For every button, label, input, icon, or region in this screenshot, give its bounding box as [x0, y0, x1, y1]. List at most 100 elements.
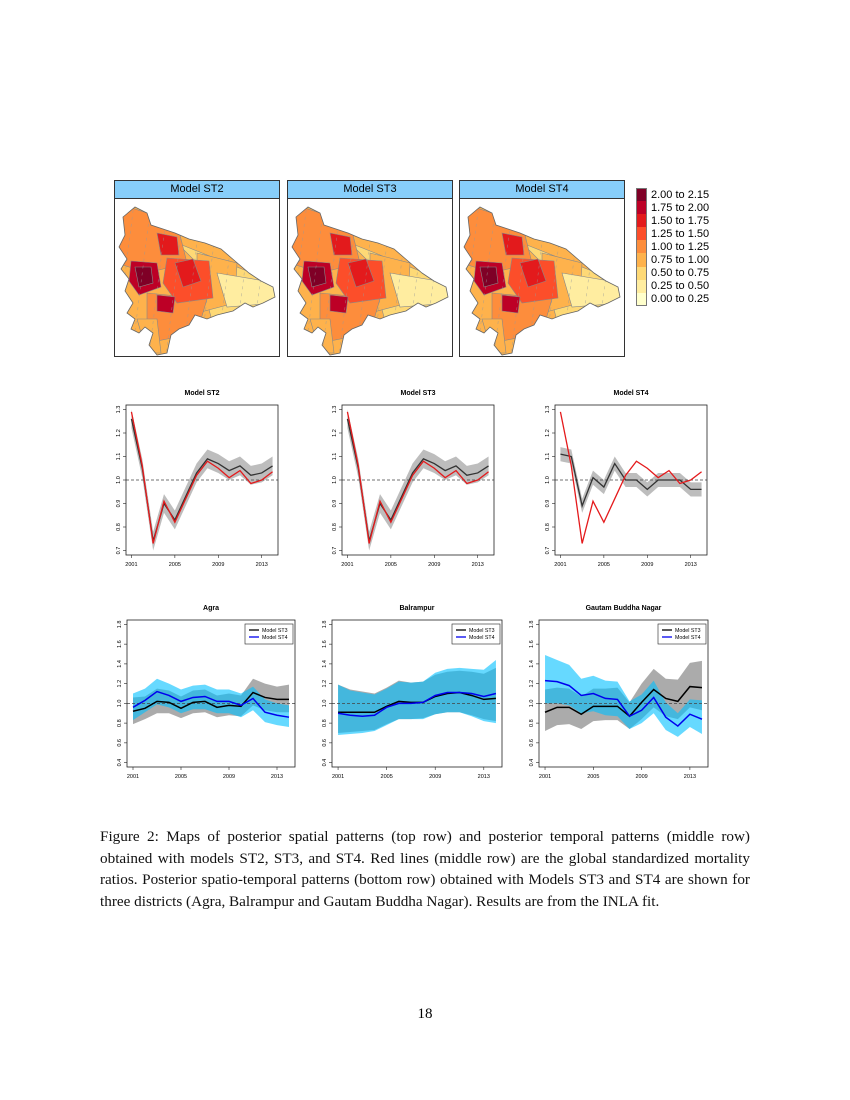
district: [156, 232, 180, 256]
district: [329, 294, 349, 314]
confidence-band: [133, 678, 289, 728]
map-panel-st2: Model ST2: [114, 180, 280, 357]
y-tick-label: 1.8: [117, 621, 123, 629]
y-tick-label: 0.8: [117, 719, 123, 727]
legend-label: Model ST4: [262, 635, 288, 641]
legend-item: 1.50 to 1.75: [636, 214, 710, 228]
district: [389, 272, 448, 308]
y-tick-label: 1.6: [117, 640, 123, 648]
y-tick-label: 0.9: [116, 500, 122, 508]
y-tick-label: 1.2: [116, 429, 122, 437]
y-tick-label: 1.0: [545, 476, 551, 484]
district: [501, 294, 521, 314]
legend-swatch: [636, 292, 647, 306]
choropleth-map: [288, 203, 449, 357]
y-tick-label: 1.8: [322, 621, 328, 629]
district: [216, 272, 275, 308]
legend-label: 0.25 to 0.50: [651, 280, 710, 293]
y-tick-label: 1.3: [332, 406, 338, 414]
map-title: Model ST3: [288, 181, 452, 199]
legend-item: 0.25 to 0.50: [636, 279, 710, 293]
x-tick-label: 2001: [332, 774, 344, 780]
y-tick-label: 0.7: [332, 547, 338, 555]
y-tick-label: 0.8: [529, 719, 535, 727]
y-tick-label: 1.0: [332, 476, 338, 484]
chart-legend: [244, 623, 294, 645]
chart-st2: Model ST2 2001 2005 2009 2013 0.7 0.8 0.9 1.0 1.1…: [116, 390, 279, 568]
legend-label: Model ST3: [675, 628, 701, 634]
legend-label: 1.00 to 1.25: [651, 240, 710, 253]
chart-st4: Model ST4 2001 2005 2009 2013 0.7 0.8 0.9 1.0 1.1…: [545, 390, 708, 568]
series-line: [337, 691, 497, 717]
chart-title: Model ST4: [613, 390, 648, 397]
series-line: [130, 411, 273, 544]
series-line: [132, 690, 290, 718]
y-tick-label: 0.6: [322, 739, 328, 747]
x-tick-label: 2001: [127, 774, 139, 780]
series-line: [132, 691, 289, 712]
legend-label: 0.00 to 0.25: [651, 293, 710, 306]
y-tick-label: 1.6: [529, 640, 535, 648]
map-panel-st4: Model ST4: [459, 180, 625, 357]
map-group: [288, 203, 449, 357]
y-tick-label: 1.0: [322, 700, 328, 708]
figure-caption: Figure 2: Maps of posterior spatial patt…: [100, 828, 750, 910]
state-border: [463, 206, 621, 356]
y-tick-label: 1.0: [529, 700, 535, 708]
y-tick-label: 1.3: [545, 406, 551, 414]
plot-frame: [126, 619, 296, 768]
x-tick-label: 2005: [175, 774, 187, 780]
series-line: [559, 411, 702, 544]
y-tick-label: 1.3: [116, 406, 122, 414]
chart-legend: [451, 623, 501, 645]
x-tick-label: 2013: [271, 774, 283, 780]
district: [136, 318, 162, 354]
y-tick-label: 0.9: [545, 500, 551, 508]
district: [561, 272, 620, 308]
y-tick-label: 1.1: [332, 453, 338, 461]
legend-swatch: [636, 279, 647, 293]
x-tick-label: 2009: [641, 562, 653, 568]
x-tick-label: 2005: [169, 562, 181, 568]
district-border: [115, 203, 117, 357]
chart-title: Model ST3: [400, 390, 435, 397]
x-tick-label: 2009: [223, 774, 235, 780]
district-border: [288, 203, 290, 357]
legend-item: 1.75 to 2.00: [636, 201, 709, 215]
x-tick-label: 2001: [554, 562, 566, 568]
chart-title: Model ST2: [184, 390, 219, 397]
legend-swatch: [636, 253, 647, 267]
series-line: [560, 453, 702, 509]
y-tick-label: 1.1: [116, 453, 122, 461]
legend-label: 2.00 to 2.15: [651, 188, 710, 201]
y-tick-label: 1.0: [117, 700, 123, 708]
district-border: [509, 207, 531, 355]
y-tick-label: 1.2: [322, 680, 328, 688]
y-tick-label: 0.9: [332, 500, 338, 508]
legend-label: 1.50 to 1.75: [651, 214, 710, 227]
legend-item: 0.75 to 1.00: [636, 253, 709, 267]
x-tick-label: 2013: [685, 562, 697, 568]
map-title: Model ST4: [460, 181, 624, 199]
legend-label: Model ST4: [469, 635, 495, 641]
x-tick-label: 2009: [428, 562, 440, 568]
chart-title: Agra: [203, 605, 219, 612]
map-panel-st3: Model ST3: [287, 180, 453, 357]
legend-item: 1.00 to 1.25: [636, 240, 710, 254]
state-border: [118, 206, 276, 356]
y-tick-label: 1.2: [332, 429, 338, 437]
district-fills: [115, 203, 275, 357]
x-tick-label: 2013: [472, 562, 484, 568]
district: [329, 232, 353, 256]
y-tick-label: 0.4: [529, 759, 535, 767]
y-tick-label: 0.7: [545, 547, 551, 555]
y-tick-label: 1.8: [529, 621, 535, 629]
choropleth-map: [463, 206, 621, 356]
series-line: [346, 411, 489, 544]
chart-gautam-buddha-nagar: Gautam Buddha Nagar 2001 2005 2009 2013 0.4 0.…: [529, 605, 709, 780]
x-tick-label: 2013: [684, 774, 696, 780]
legend-item: 2.00 to 2.15: [636, 188, 710, 202]
legend-swatch: [636, 240, 647, 254]
y-tick-label: 0.8: [332, 523, 338, 531]
